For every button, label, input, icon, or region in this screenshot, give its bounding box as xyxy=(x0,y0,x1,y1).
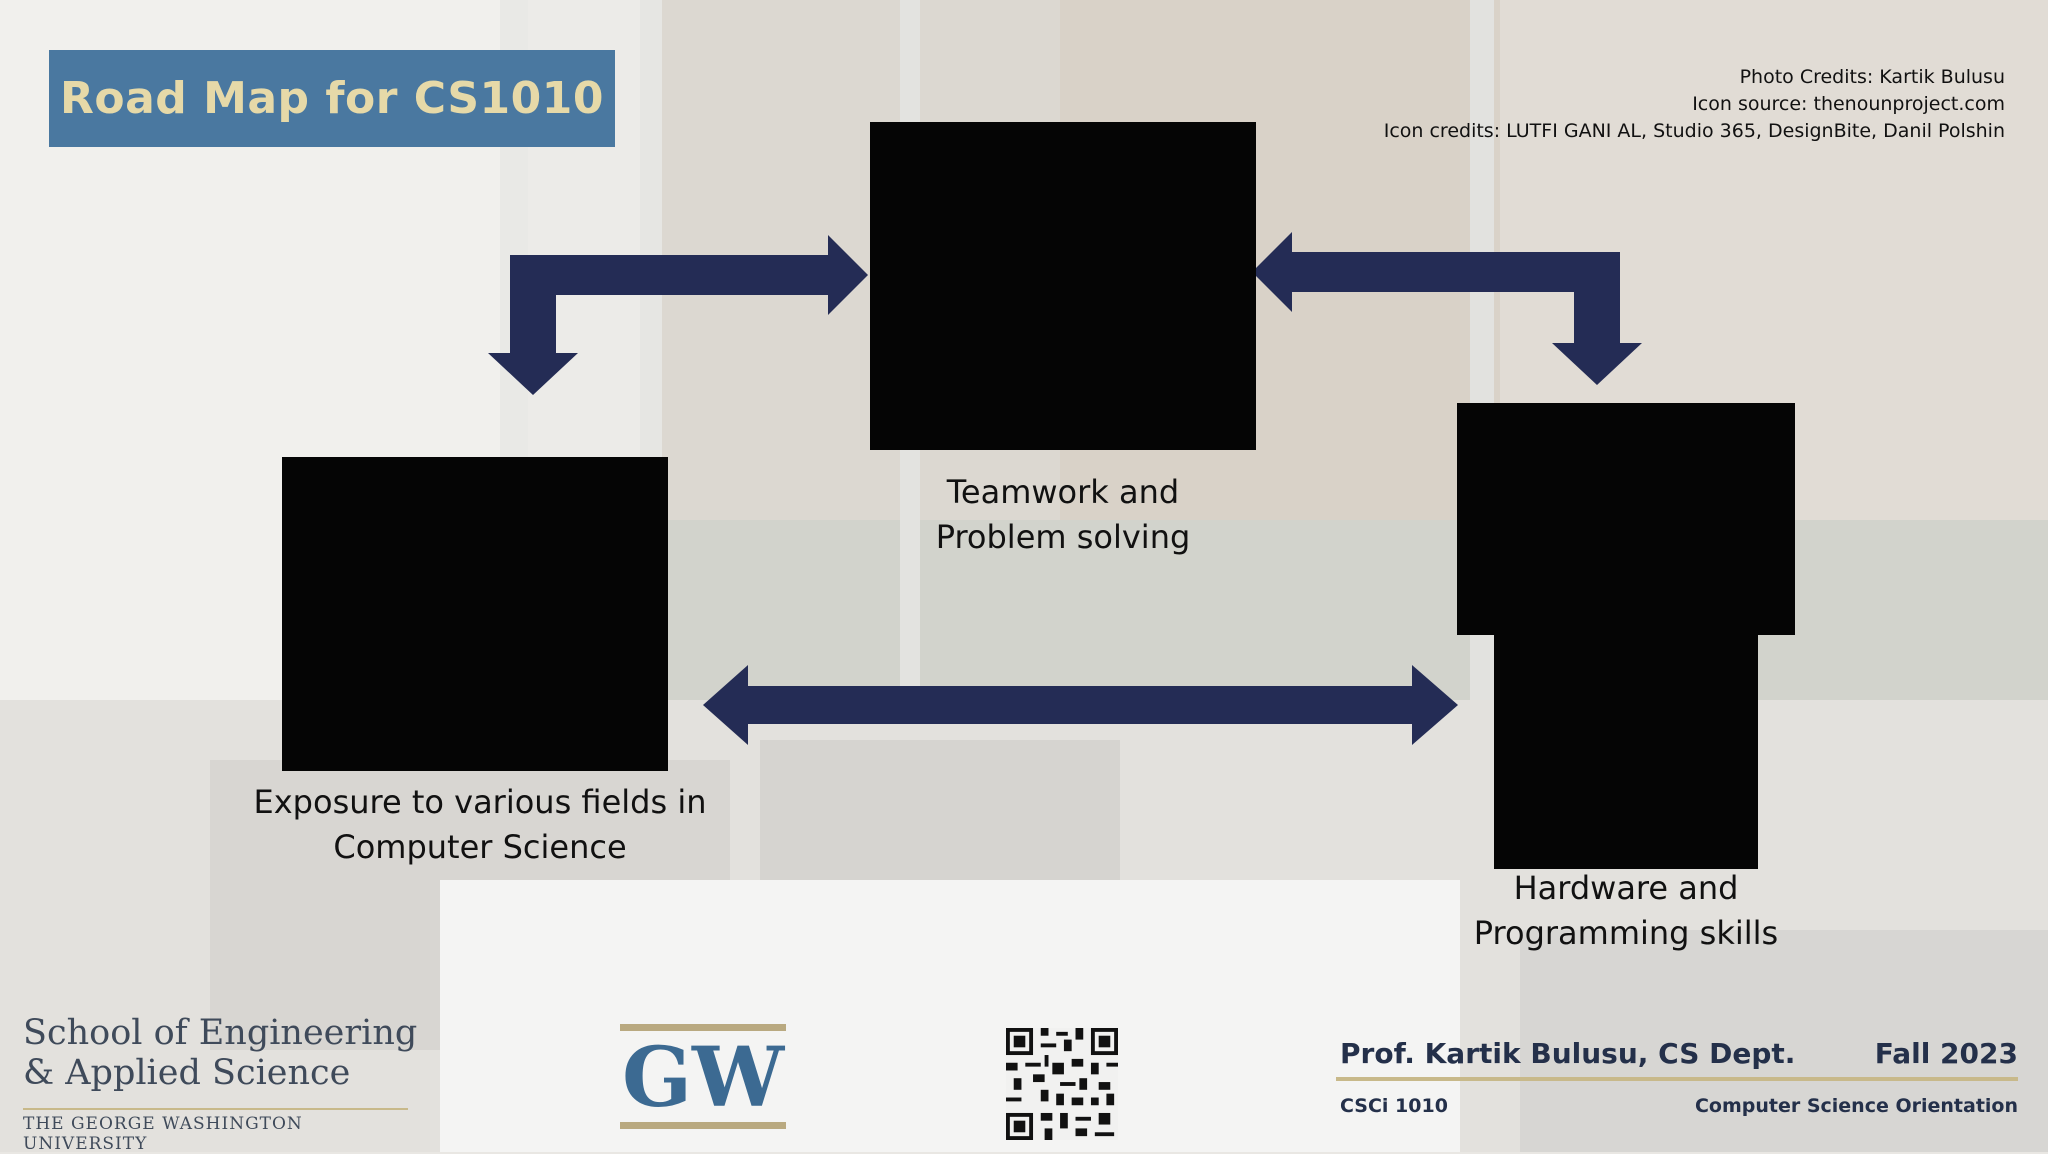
programming-icon xyxy=(1494,634,1758,869)
photo-credits: Photo Credits: Kartik Bulusu xyxy=(1739,66,2005,88)
university-name: THE GEORGE WASHINGTON UNIVERSITY xyxy=(23,1108,408,1154)
icon-source: Icon source: thenounproject.com xyxy=(1692,93,2005,115)
credits-block: Photo Credits: Kartik Bulusu Icon source… xyxy=(1384,64,2005,145)
teamwork-icon xyxy=(870,122,1256,450)
exposure-label: Exposure to various fields in Computer S… xyxy=(253,783,707,866)
course-code: CSCi 1010 xyxy=(1340,1095,1448,1117)
course-title: Computer Science Orientation xyxy=(1694,1095,2018,1117)
instructor-name: Prof. Kartik Bulusu, CS Dept. xyxy=(1340,1037,1796,1070)
hardware-icon xyxy=(1457,403,1795,635)
teamwork-label: Teamwork and Problem solving xyxy=(935,473,1191,556)
qr-code-icon xyxy=(1006,1028,1118,1140)
icon-credits: Icon credits: LUTFI GANI AL, Studio 365,… xyxy=(1383,120,2005,142)
footer-divider xyxy=(1336,1077,2018,1081)
exposure-icon xyxy=(282,457,668,771)
title-box: Road Map for CS1010 xyxy=(49,50,615,147)
slide-title: Road Map for CS1010 xyxy=(59,73,605,124)
school-name: School of Engineering & Applied Science xyxy=(23,1013,418,1093)
term-label: Fall 2023 xyxy=(1874,1037,2018,1070)
gw-logo: GW xyxy=(620,1024,786,1130)
hardware-label: Hardware and Programming skills xyxy=(1473,869,1779,952)
